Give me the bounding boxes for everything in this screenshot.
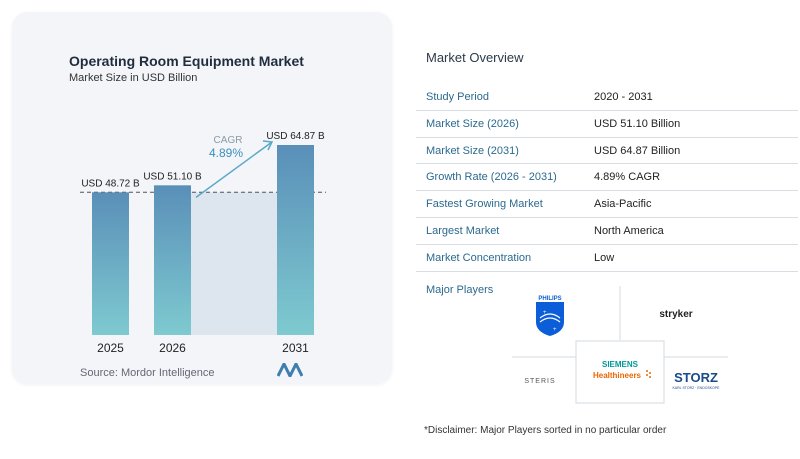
x-tick-label: 2031 xyxy=(282,341,309,355)
svg-text:KARL STORZ · ENDOSKOPE: KARL STORZ · ENDOSKOPE xyxy=(672,386,720,390)
cagr-arrow xyxy=(195,141,273,198)
siemens-healthineers-logo: SIEMENS Healthineers xyxy=(593,360,651,380)
overview-row: Growth Rate (2026 - 2031) 4.89% CAGR xyxy=(416,164,798,192)
svg-text:PHILIPS: PHILIPS xyxy=(538,296,561,302)
overview-row-label: Growth Rate (2026 - 2031) xyxy=(426,171,557,184)
overview-row-label: Study Period xyxy=(426,91,489,103)
overview-row: Study Period 2020 - 2031 xyxy=(416,84,798,111)
source-note: Source: Mordor Intelligence xyxy=(80,367,215,379)
x-tick-label: 2025 xyxy=(97,341,124,355)
chart-subtitle: Market Size in USD Billion xyxy=(69,72,198,84)
overview-row: Market Size (2031) USD 64.87 Billion xyxy=(416,138,798,165)
chart-title: Operating Room Equipment Market xyxy=(69,53,304,69)
overview-row: Market Concentration Low xyxy=(416,245,798,272)
steris-logo: STERIS xyxy=(524,378,555,385)
growth-shade xyxy=(191,192,277,335)
overview-row-label: Market Size (2026) xyxy=(426,117,519,130)
cagr-arrowhead xyxy=(262,140,274,151)
svg-text:STORZ: STORZ xyxy=(674,370,718,385)
overview-row: Market Size (2026) USD 51.10 Billion xyxy=(416,111,798,138)
x-tick-label: 2026 xyxy=(159,341,186,355)
svg-text:Healthineers: Healthineers xyxy=(593,371,642,380)
svg-text:+: + xyxy=(543,310,547,316)
bar-data-label: USD 64.87 B xyxy=(266,131,325,142)
overview-row-value: Low xyxy=(594,251,615,264)
disclaimer: *Disclaimer: Major Players sorted in no … xyxy=(424,425,667,436)
players-title: Major Players xyxy=(426,284,494,296)
overview-row-value: USD 64.87 Billion xyxy=(594,144,681,157)
bar-data-label: USD 51.10 B xyxy=(143,171,202,182)
cagr-value: 4.89% xyxy=(209,146,243,160)
overview-row-label: Fastest Growing Market xyxy=(426,198,543,211)
svg-text:SIEMENS: SIEMENS xyxy=(602,360,639,369)
overview-row: Largest Market North America xyxy=(416,218,798,245)
bar-2026 xyxy=(154,185,191,335)
overview-row: Fastest Growing Market Asia-Pacific xyxy=(416,191,798,218)
bar-2025 xyxy=(92,192,129,335)
overview-row-label: Market Size (2031) xyxy=(426,144,519,157)
overview-row-label: Market Concentration xyxy=(426,251,532,264)
overview-row-label: Largest Market xyxy=(426,224,500,237)
overview-table: Study Period 2020 - 2031 Market Size (2026… xyxy=(416,84,798,272)
mordor-logo-icon xyxy=(277,363,303,377)
overview-title: Market Overview xyxy=(426,50,524,65)
overview-row-value: 2020 - 2031 xyxy=(594,91,653,103)
highlight-box xyxy=(575,340,665,404)
bar-2031 xyxy=(277,145,314,335)
storz-logo: STORZ KARL STORZ · ENDOSKOPE xyxy=(672,370,720,390)
overview-row-value: Asia-Pacific xyxy=(594,198,652,211)
stryker-logo: stryker xyxy=(659,309,692,320)
overview-row-value: 4.89% CAGR xyxy=(594,171,661,184)
svg-text:+: + xyxy=(553,327,557,333)
overview-row-value: USD 51.10 Billion xyxy=(594,117,681,130)
overview-row-value: North America xyxy=(594,224,664,237)
cagr-label: CAGR xyxy=(214,135,243,146)
bar-data-label: USD 48.72 B xyxy=(81,178,140,189)
philips-logo: PHILIPS + + xyxy=(536,296,564,336)
